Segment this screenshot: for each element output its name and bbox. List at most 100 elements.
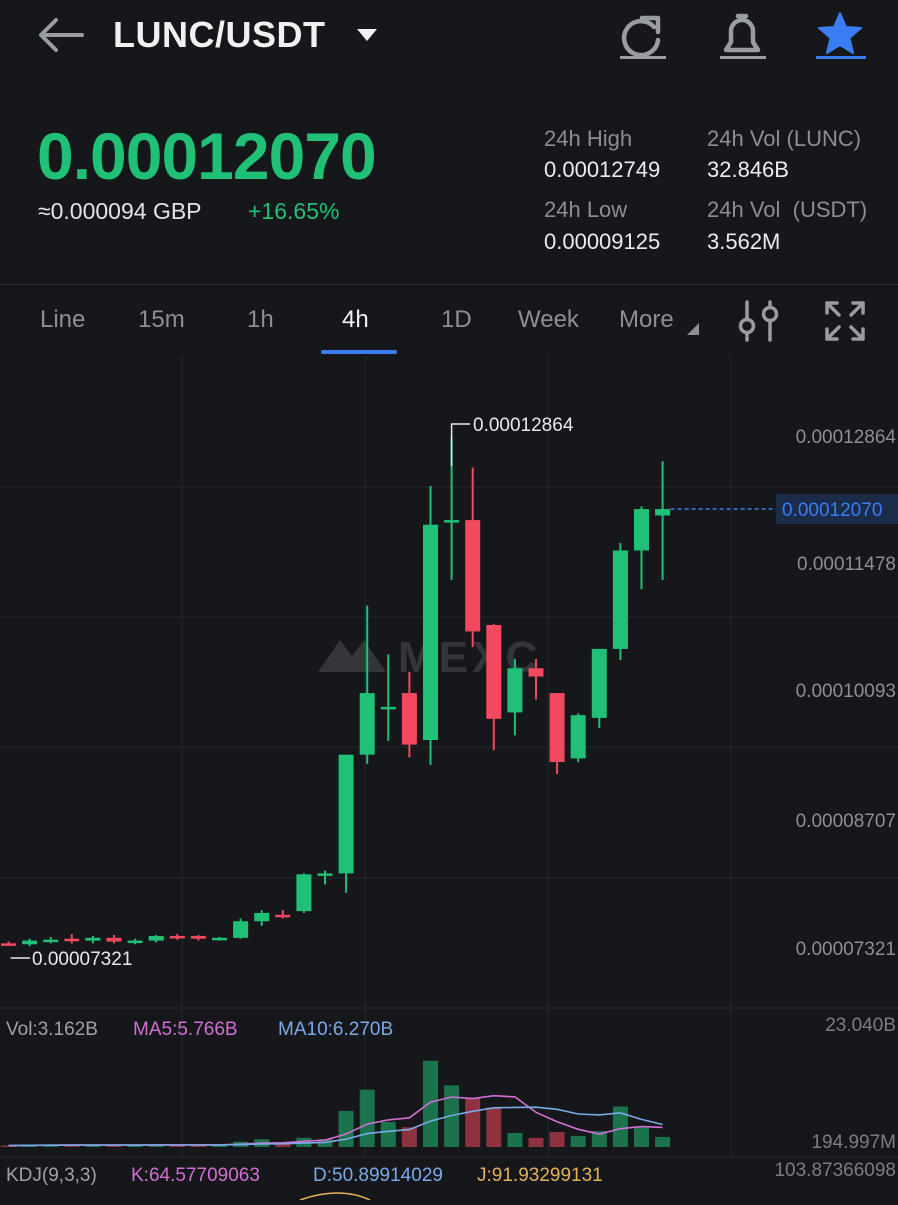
candle-body — [149, 936, 164, 941]
kdj-j: J:91.93299131 — [477, 1165, 603, 1186]
candle-body — [465, 520, 480, 631]
candle-body — [529, 668, 544, 676]
volume-bar — [655, 1137, 670, 1147]
candle-body — [550, 693, 565, 762]
stat-24h-vol-lunc-label: 24h Vol (LUNC) — [707, 126, 861, 152]
kdj-label: KDJ(9,3,3) — [6, 1165, 97, 1186]
stat-24h-high-value: 0.00012749 — [544, 157, 660, 183]
stat-24h-vol-usdt-value: 3.562M — [707, 229, 780, 255]
kdj-k: K:64.57709063 — [131, 1165, 260, 1186]
tab-1d[interactable]: 1D — [441, 306, 472, 334]
price-change-percent: +16.65% — [248, 198, 339, 225]
stat-24h-low-label: 24h Low — [544, 197, 627, 223]
fiat-price: ≈0.000094 GBP — [38, 198, 202, 225]
volume-bars — [1, 1061, 670, 1147]
candle-body — [233, 921, 248, 938]
volume-bar — [634, 1127, 649, 1147]
price-axis-tick: 0.00007321 — [796, 939, 896, 960]
candle-body — [486, 625, 501, 719]
candle-body — [613, 550, 628, 648]
volume-bar — [529, 1138, 544, 1147]
divider — [0, 284, 898, 285]
tab-1h[interactable]: 1h — [247, 306, 274, 334]
price-axis-tick: 0.00012864 — [796, 427, 897, 448]
stat-24h-high-label: 24h High — [544, 126, 632, 152]
candle-body — [318, 873, 333, 876]
active-tab-indicator — [321, 350, 397, 354]
price-axis-tick: 0.00010093 — [796, 681, 896, 702]
volume-bar — [339, 1111, 354, 1147]
tab-week[interactable]: Week — [518, 306, 579, 334]
candle-body — [423, 525, 438, 740]
candle-body — [339, 755, 354, 874]
kdj-d: D:50.89914029 — [313, 1165, 443, 1186]
candle-body — [212, 938, 227, 941]
stat-24h-low-value: 0.00009125 — [544, 229, 660, 255]
candle-body — [191, 936, 206, 939]
current-price-label: 0.00012070 — [782, 500, 882, 521]
star-icon[interactable] — [812, 10, 868, 62]
low-annotation: 0.00007321 — [32, 949, 132, 970]
top-bar: LUNC/USDT — [0, 0, 898, 76]
candle-body — [107, 938, 122, 942]
volume-bar — [360, 1090, 375, 1147]
volume-bar — [486, 1107, 501, 1147]
kdj-j-line — [300, 1193, 370, 1200]
volume-bar — [381, 1122, 396, 1147]
price-axis-tick: 0.00011478 — [797, 554, 896, 575]
volume-bar — [550, 1132, 565, 1147]
volume-ma10: MA10:6.270B — [278, 1019, 393, 1040]
tab-line[interactable]: Line — [40, 306, 85, 334]
high-annotation: 0.00012864 — [473, 415, 574, 436]
volume-bar — [507, 1133, 522, 1147]
high-marker — [452, 424, 470, 466]
chart-annotations: 0.00012070 0.00012864 0.00007321 — [11, 415, 898, 970]
indicator-settings-icon[interactable] — [736, 298, 782, 344]
volume-bar — [465, 1098, 480, 1147]
candle-body — [43, 940, 58, 943]
candle-body — [655, 509, 670, 515]
candlestick-chart[interactable]: MEXC 0.000128640.000114780.000100930.000… — [0, 356, 898, 1200]
stat-24h-vol-usdt-label: 24h Vol (USDT) — [707, 197, 867, 223]
refresh-icon[interactable] — [614, 10, 670, 62]
volume-min: 194.997M — [811, 1132, 896, 1153]
last-price: 0.00012070 — [37, 118, 376, 194]
caret-down-icon[interactable] — [356, 27, 378, 43]
candle-body — [507, 668, 522, 712]
candles — [1, 436, 670, 946]
candle-body — [571, 715, 586, 758]
more-caret-icon — [686, 322, 700, 336]
tab-4h[interactable]: 4h — [342, 306, 369, 334]
candle-body — [360, 693, 375, 755]
candle-body — [275, 915, 290, 918]
candle-body — [592, 649, 607, 718]
candle-body — [254, 913, 269, 921]
volume-value: Vol:3.162B — [6, 1019, 98, 1040]
candle-body — [402, 693, 417, 745]
candle-body — [128, 941, 143, 944]
candle-body — [85, 938, 100, 941]
volume-bar — [571, 1136, 586, 1147]
tab-more[interactable]: More — [619, 306, 674, 334]
candle-body — [444, 520, 459, 523]
candle-body — [634, 509, 649, 550]
volume-bar — [423, 1061, 438, 1147]
candle-body — [1, 943, 16, 946]
kdj-legend: KDJ(9,3,3) K:64.57709063 D:50.89914029 J… — [6, 1160, 896, 1186]
candle-body — [296, 874, 311, 911]
volume-max: 23.040B — [825, 1015, 896, 1036]
volume-ma5: MA5:5.766B — [133, 1019, 238, 1040]
trading-pair-title[interactable]: LUNC/USDT — [113, 14, 325, 56]
tab-15m[interactable]: 15m — [138, 306, 185, 334]
stat-24h-vol-lunc-value: 32.846B — [707, 157, 789, 183]
candle-body — [22, 941, 37, 945]
candle-body — [64, 939, 79, 942]
candle-body — [381, 707, 396, 710]
back-arrow-icon[interactable] — [36, 14, 86, 56]
kdj-axis-value: 103.87366098 — [774, 1160, 896, 1181]
price-axis-tick: 0.00008707 — [796, 811, 896, 832]
bell-icon[interactable] — [714, 10, 770, 62]
fullscreen-icon[interactable] — [822, 298, 868, 344]
candle-body — [170, 936, 185, 939]
